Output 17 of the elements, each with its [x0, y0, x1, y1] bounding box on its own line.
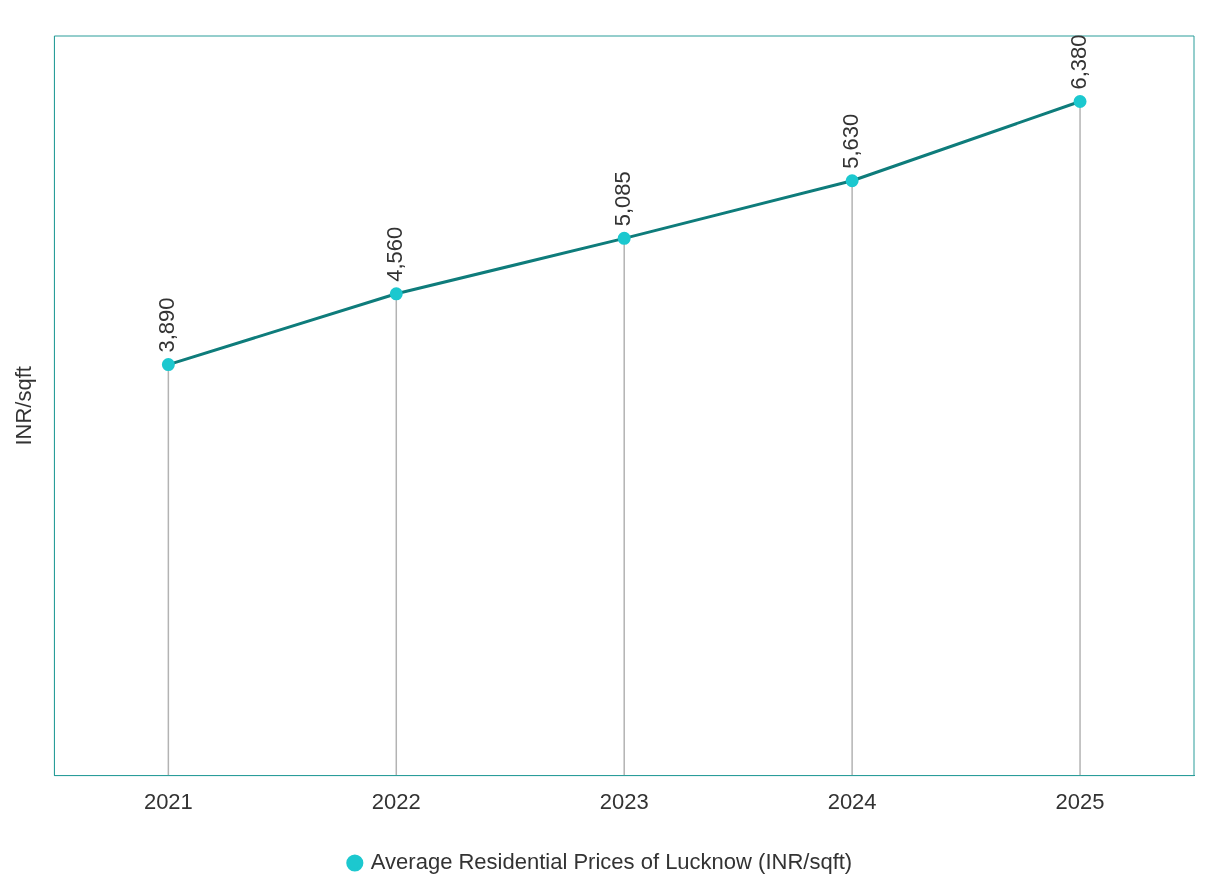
data-label: 5,085: [610, 171, 636, 227]
data-label: 3,890: [154, 297, 180, 353]
data-label: 6,380: [1066, 34, 1092, 90]
x-tick-label: 2021: [143, 788, 193, 814]
y-axis-title: INR/sqft: [11, 366, 37, 446]
data-label: 5,630: [838, 113, 864, 169]
x-tick-label: 2024: [827, 788, 877, 814]
point: [617, 231, 631, 245]
data-label: 4,560: [382, 226, 408, 282]
x-tick-label: 2025: [1055, 788, 1105, 814]
x-tick-label: 2023: [599, 788, 649, 814]
point: [389, 287, 403, 301]
legend-label: Average Residential Prices of Lucknow (INR/sqft): [370, 849, 853, 875]
x-tick-label: 2022: [371, 788, 421, 814]
point: [845, 174, 859, 188]
point: [161, 358, 175, 372]
point: [1073, 95, 1087, 109]
